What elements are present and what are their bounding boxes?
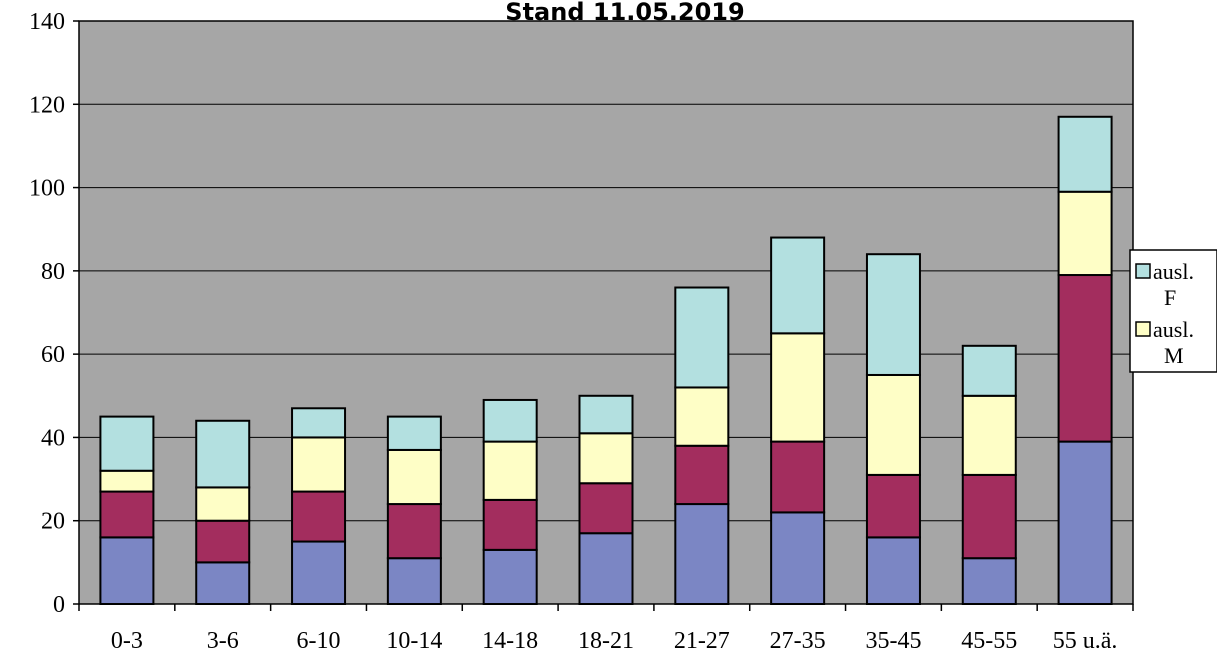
bar-segment-3 bbox=[195, 419, 251, 489]
bar-segment-2 bbox=[1057, 190, 1113, 277]
bar-segment-2 bbox=[865, 373, 921, 476]
bar-segment-0 bbox=[291, 540, 347, 605]
bar-segment-3 bbox=[99, 415, 155, 472]
bar-segment-2 bbox=[961, 394, 1017, 476]
bar-segment-3 bbox=[578, 394, 634, 435]
y-tick-label: 60 bbox=[41, 342, 65, 368]
bar-segment-0 bbox=[674, 503, 730, 605]
bar-segment-2 bbox=[578, 432, 634, 485]
bar-segment-0 bbox=[195, 561, 251, 605]
bar-segment-2 bbox=[386, 448, 442, 506]
bar-segment-0 bbox=[770, 511, 826, 606]
bar-segment-2 bbox=[770, 332, 826, 443]
y-tick-label: 0 bbox=[53, 592, 65, 618]
bar-segment-0 bbox=[961, 557, 1017, 606]
legend-swatch bbox=[1135, 321, 1151, 337]
x-tick-label: 0-3 bbox=[111, 628, 143, 654]
bar-segment-0 bbox=[1057, 440, 1113, 606]
bar-segment-1 bbox=[865, 473, 921, 539]
x-tick-label: 21-27 bbox=[674, 628, 730, 654]
bar-segment-3 bbox=[291, 407, 347, 439]
bar-segment-1 bbox=[291, 490, 347, 543]
bar-segment-3 bbox=[961, 344, 1017, 397]
bar-segment-1 bbox=[1057, 274, 1113, 443]
legend-label-line2: F bbox=[1164, 285, 1176, 310]
bar-segment-2 bbox=[195, 486, 251, 522]
bar-segment-0 bbox=[386, 557, 442, 606]
y-tick-label: 20 bbox=[41, 509, 65, 535]
bar-segment-0 bbox=[865, 536, 921, 605]
y-tick-label: 140 bbox=[29, 9, 65, 35]
bar-segment-0 bbox=[99, 536, 155, 605]
bar-segment-1 bbox=[770, 440, 826, 514]
bar-segment-1 bbox=[578, 482, 634, 535]
bar-segment-3 bbox=[482, 398, 538, 443]
y-tick-label: 120 bbox=[29, 92, 65, 118]
x-tick-label: 27-35 bbox=[770, 628, 826, 654]
bar-segment-2 bbox=[674, 386, 730, 447]
bar-segment-3 bbox=[770, 236, 826, 335]
bar-segment-0 bbox=[578, 532, 634, 606]
x-tick-label: 3-6 bbox=[207, 628, 239, 654]
bar-segment-3 bbox=[865, 253, 921, 376]
y-tick-label: 80 bbox=[41, 259, 65, 285]
legend-swatch bbox=[1135, 263, 1151, 279]
x-tick-label: 18-21 bbox=[578, 628, 634, 654]
bar-segment-2 bbox=[99, 469, 155, 493]
bar-segment-2 bbox=[291, 436, 347, 493]
legend-label-line1: ausl. bbox=[1153, 317, 1194, 342]
bar-segment-2 bbox=[482, 440, 538, 501]
bar-segment-3 bbox=[674, 286, 730, 389]
bars bbox=[99, 115, 1113, 606]
x-tick-label: 10-14 bbox=[386, 628, 442, 654]
bar-segment-1 bbox=[674, 444, 730, 506]
x-tick-label: 35-45 bbox=[865, 628, 921, 654]
axes: 0 20 40 60 80 100 120 140 0-3 3-6 6-10 10-14 14-18 18… bbox=[29, 9, 1134, 654]
bar-segment-1 bbox=[99, 490, 155, 539]
bar-segment-1 bbox=[386, 503, 442, 560]
x-tick-label: 6-10 bbox=[297, 628, 341, 654]
bar-segment-3 bbox=[1057, 115, 1113, 193]
bar-segment-3 bbox=[386, 415, 442, 451]
bar-segment-1 bbox=[961, 473, 1017, 560]
bar-segment-0 bbox=[482, 548, 538, 605]
bar-segment-1 bbox=[195, 519, 251, 564]
y-tick-label: 100 bbox=[29, 176, 65, 202]
x-tick-label: 14-18 bbox=[482, 628, 538, 654]
x-tick-label: 45-55 bbox=[961, 628, 1017, 654]
y-tick-label: 40 bbox=[41, 425, 65, 451]
legend-label-line1: ausl. bbox=[1153, 259, 1194, 284]
bar-segment-1 bbox=[482, 498, 538, 551]
x-tick-label: 55 u.ä. bbox=[1053, 628, 1118, 654]
legend-label-line2: M bbox=[1164, 343, 1184, 368]
